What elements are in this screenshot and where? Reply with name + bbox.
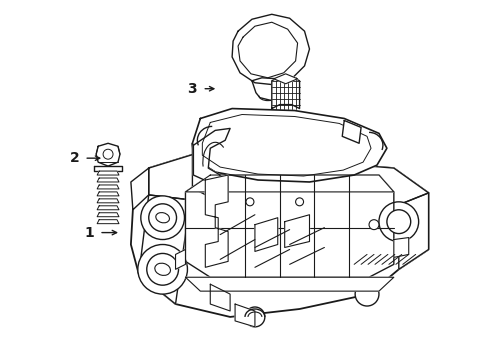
Polygon shape <box>97 213 119 217</box>
Polygon shape <box>185 277 394 291</box>
Circle shape <box>246 198 254 206</box>
Polygon shape <box>97 220 119 224</box>
Polygon shape <box>274 74 297 84</box>
Polygon shape <box>185 175 394 192</box>
Polygon shape <box>94 166 122 171</box>
Polygon shape <box>139 195 191 304</box>
Polygon shape <box>285 215 310 247</box>
Polygon shape <box>97 178 119 182</box>
Polygon shape <box>97 206 119 210</box>
Circle shape <box>369 220 379 230</box>
Polygon shape <box>210 284 230 311</box>
Polygon shape <box>193 143 215 200</box>
Polygon shape <box>97 199 119 203</box>
Polygon shape <box>97 185 119 189</box>
Polygon shape <box>193 109 387 182</box>
Polygon shape <box>255 218 278 251</box>
Text: 3: 3 <box>188 82 197 96</box>
Circle shape <box>141 196 184 239</box>
Polygon shape <box>131 168 149 210</box>
Text: 1: 1 <box>84 226 94 240</box>
Polygon shape <box>97 192 119 196</box>
Text: 2: 2 <box>70 151 79 165</box>
Polygon shape <box>232 14 310 85</box>
Polygon shape <box>399 193 429 269</box>
Polygon shape <box>149 152 429 205</box>
Polygon shape <box>175 249 185 269</box>
Polygon shape <box>342 121 361 143</box>
Circle shape <box>149 204 176 231</box>
Circle shape <box>295 198 303 206</box>
Circle shape <box>387 210 411 234</box>
Polygon shape <box>185 175 394 277</box>
Circle shape <box>138 244 188 294</box>
Polygon shape <box>272 77 299 109</box>
Circle shape <box>379 202 418 242</box>
Polygon shape <box>97 171 119 175</box>
Polygon shape <box>131 152 429 317</box>
Circle shape <box>245 307 265 327</box>
Circle shape <box>147 253 178 285</box>
Polygon shape <box>394 238 409 257</box>
Polygon shape <box>205 175 228 267</box>
Polygon shape <box>96 143 120 166</box>
Circle shape <box>355 282 379 306</box>
Polygon shape <box>235 304 255 327</box>
Polygon shape <box>252 78 286 100</box>
Polygon shape <box>194 129 230 185</box>
